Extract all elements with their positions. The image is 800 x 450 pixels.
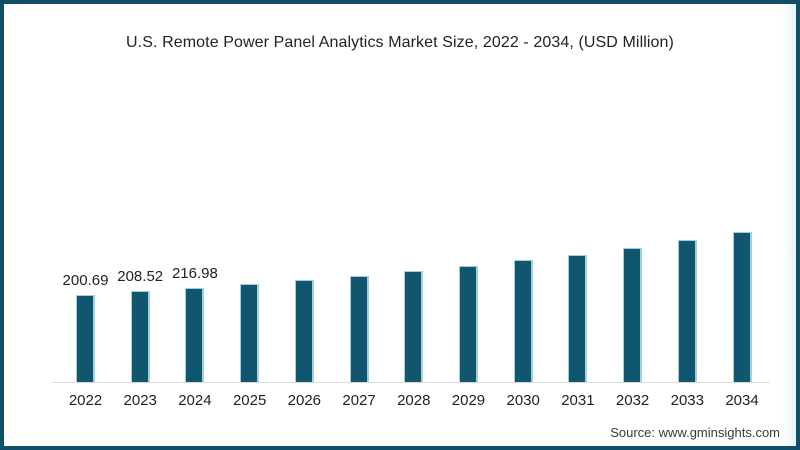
bar-2030 [513,260,533,382]
bar-2034 [732,231,752,382]
bar-2033 [677,239,697,382]
bar-2029 [458,266,478,382]
bar-value-label-2022: 200.69 [62,271,109,289]
x-tick-label-2023: 2023 [123,392,157,409]
x-tick-label-2025: 2025 [232,392,267,409]
x-tick-label-2033: 2033 [670,392,704,409]
bar-2028 [404,271,424,382]
chart-title: U.S. Remote Power Panel Analytics Market… [126,34,674,51]
x-tick-label-2027: 2027 [342,392,376,409]
x-tick-label-2024: 2024 [178,392,212,409]
bar-2031 [568,254,588,382]
x-axis-line [52,382,770,383]
x-tick-label-2034: 2034 [725,392,759,409]
bar-2026 [294,279,314,382]
bar-2022 [76,294,95,382]
bar-value-label-2023: 208.52 [117,268,164,286]
source-text: Source: www.gminsights.com [610,425,780,440]
x-tick-label-2022: 2022 [68,392,103,409]
x-tick-label-2028: 2028 [397,392,431,409]
x-tick-label-2032: 2032 [615,392,650,409]
bar-2027 [349,275,369,382]
x-tick-label-2030: 2030 [506,392,540,409]
x-tick-label-2026: 2026 [287,392,322,409]
bar-2032 [623,247,643,382]
bar-2023 [130,291,150,382]
plot-area: 200.69 2022 208.52 2023 216.98 2024 2025 2026 20… [4,4,796,446]
bar-2024 [185,287,205,382]
x-tick-label-2029: 2029 [451,392,486,409]
bar-value-label-2024: 216.98 [171,264,218,282]
x-tick-label-2031: 2031 [561,392,595,409]
bar-2025 [240,283,260,382]
